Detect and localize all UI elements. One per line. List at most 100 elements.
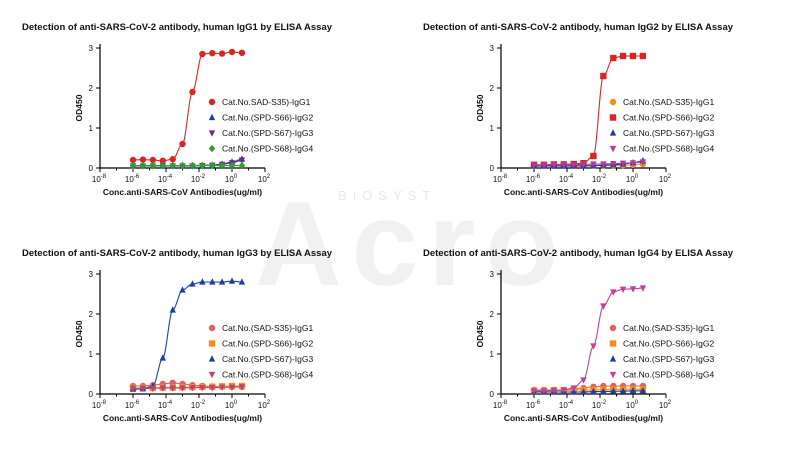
legend-label: Cat.No.(SAD-S35)-IgG1 [222,323,313,333]
legend-label: Cat.No.(SAD-S35)-IgG1 [623,97,714,107]
data-point [189,88,196,96]
y-tick-label: 2 [490,84,495,93]
legend-label: Cat.No.(SPD-S67)-IgG3 [623,128,714,138]
x-tick-label: 10-4 [559,400,574,410]
y-tick-label: 2 [89,310,94,319]
series-4 [129,161,246,170]
data-point [209,278,216,285]
legend-marker [609,324,617,332]
x-tick-label: 100 [626,400,639,410]
legend-label: Cat.No.(SPD-S68)-IgG4 [222,144,313,154]
data-point [619,286,627,293]
data-point [629,387,637,394]
x-tick-label: 10-4 [158,174,173,184]
legend-marker [609,355,617,362]
series-4 [129,384,246,393]
y-tick-label: 3 [89,270,94,279]
data-point [600,161,607,168]
y-axis-label: OD450 [74,94,84,121]
data-point [179,140,186,148]
data-point [590,343,597,350]
data-point [129,385,137,393]
legend-label: Cat.No.(SPD-S68)-IgG4 [222,370,313,380]
legend-label: Cat.No.(SPD-S67)-IgG3 [222,128,313,138]
data-point [639,387,647,394]
legend-marker [208,144,216,153]
data-point [159,385,167,392]
data-point [600,387,607,395]
legend-marker [609,129,617,136]
data-point [590,387,597,395]
y-tick-label: 2 [490,310,495,319]
x-tick-label: 10-6 [526,174,541,184]
data-point [639,285,647,292]
x-axis-label: Conc.anti-SARS-CoV Antibodies(ug/ml) [103,413,262,423]
x-tick-label: 10-8 [493,400,508,410]
data-point [179,286,186,293]
legend-marker [609,114,617,121]
data-point [600,72,607,80]
data-point [560,162,568,169]
data-point [139,385,147,393]
data-point [600,303,607,310]
data-point [238,278,246,285]
y-axis-label: OD450 [74,320,84,347]
data-point [179,161,186,170]
data-point [149,385,157,393]
data-point [209,50,216,57]
data-point [228,48,236,56]
x-tick-label: 10-6 [526,400,541,410]
data-point [169,156,176,163]
y-axis-label: OD450 [475,94,485,121]
x-tick-label: 100 [225,400,238,410]
chart-title: Detection of anti-SARS-CoV-2 antibody, h… [22,248,333,259]
legend-label: Cat.No.(SPD-S66)-IgG2 [222,113,313,123]
legend-label: Cat.No.(SAD-S35)-IgG1 [623,323,714,333]
x-tick-label: 10-8 [92,174,107,184]
data-point [139,161,147,170]
data-point [639,52,647,60]
data-point [530,162,538,169]
legend-marker [208,98,216,106]
data-point [169,306,176,313]
x-tick-label: 10-6 [125,400,140,410]
chart-title: Detection of anti-SARS-CoV-2 antibody, h… [22,22,333,33]
legend: Cat.No.(SAD-S35)-IgG1 Cat.No.(SPD-S66)-Ig… [208,323,313,380]
data-point [590,152,597,160]
data-point [540,388,548,395]
legend-label: Cat.No.(SPD-S66)-IgG2 [222,339,313,349]
x-tick-label: 102 [258,174,271,184]
y-tick-label: 1 [89,350,94,359]
data-point [189,280,196,287]
data-point [580,161,587,169]
legend-label: Cat.No.(SPD-S68)-IgG4 [623,144,714,154]
data-point [199,278,206,285]
y-tick-label: 3 [490,270,495,279]
x-tick-label: 102 [659,174,672,184]
x-tick-label: 100 [225,174,238,184]
y-tick-label: 1 [89,124,94,133]
legend-label: Cat.No.(SPD-S66)-IgG2 [623,339,714,349]
legend-marker [208,130,216,137]
y-tick-label: 0 [490,164,495,173]
data-point [610,161,617,168]
x-tick-label: 10-8 [92,400,107,410]
y-tick-label: 1 [490,350,495,359]
data-point [189,161,196,170]
x-tick-label: 10-2 [191,174,206,184]
data-point [218,278,226,285]
legend-label: Cat.No.SAD-S35)-IgG1 [222,97,311,107]
legend-marker [609,371,617,379]
data-point [629,160,637,167]
chart-title: Detection of anti-SARS-CoV-2 antibody, h… [423,22,734,33]
data-point [550,387,558,395]
legend-marker [208,113,216,121]
data-point [629,286,637,293]
legend: Cat.No.(SAD-S35)-IgG1 Cat.No.(SPD-S66)-Ig… [609,97,714,154]
legend-marker [609,340,617,347]
data-point [228,277,236,284]
data-point [159,161,167,170]
x-tick-label: 10-8 [493,174,508,184]
data-point [159,354,167,361]
x-tick-label: 10-4 [158,400,173,410]
